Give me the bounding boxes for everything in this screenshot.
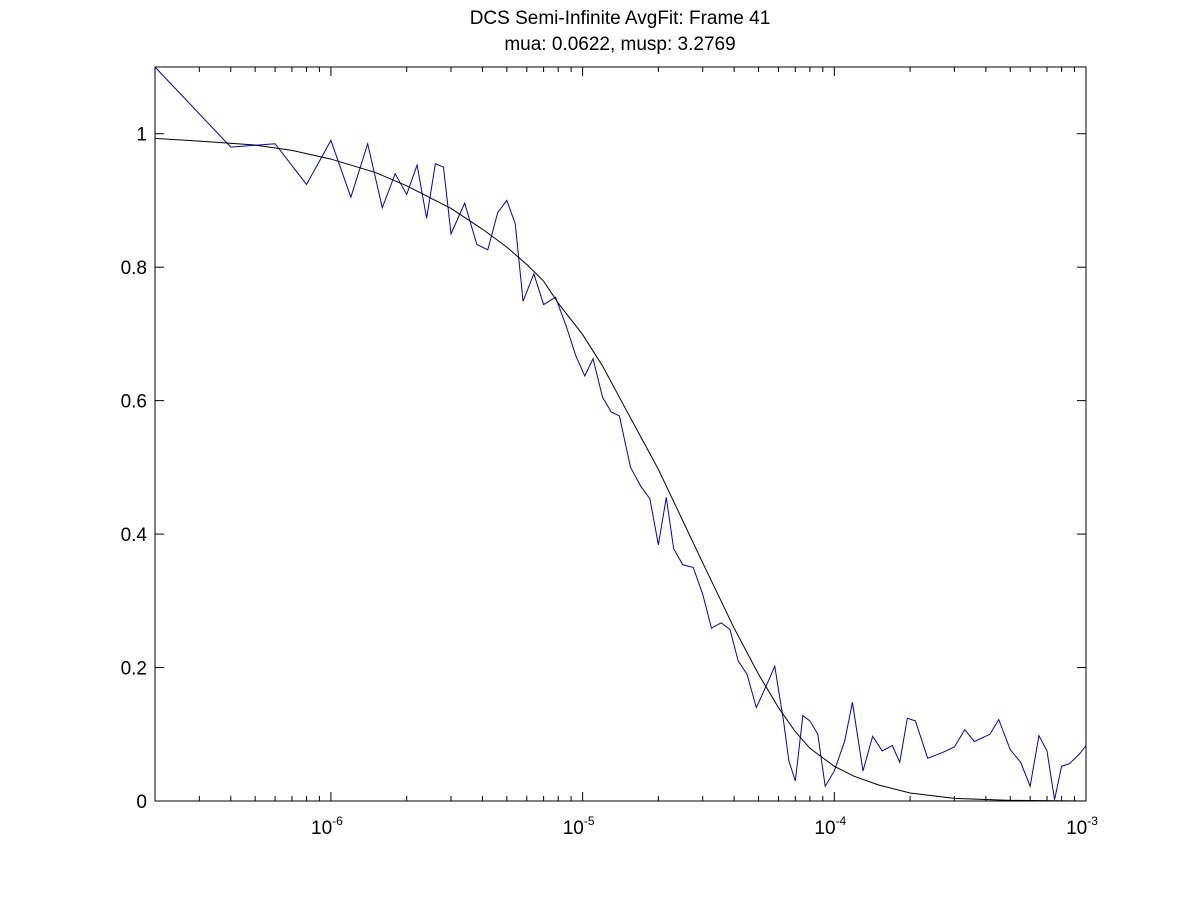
- y-tick-label: 0.2: [121, 659, 147, 680]
- x-tick-label: 10-6: [311, 814, 343, 839]
- y-tick-label: 0.4: [121, 525, 148, 546]
- axis-ticks: [155, 67, 1087, 802]
- x-tick-label-exponent: -4: [836, 814, 847, 828]
- x-tick-label: 10-3: [1066, 814, 1098, 839]
- x-tick-label-exponent: -3: [1087, 814, 1098, 828]
- y-tick-label: 0.6: [121, 392, 147, 413]
- x-tick-label-exponent: -5: [584, 814, 595, 828]
- y-tick-label: 1: [136, 125, 147, 146]
- series-line-fit: [154, 137, 1087, 802]
- plot-area-frame: [154, 66, 1087, 802]
- chart-subtitle: mua: 0.0622, musp: 3.2769: [504, 34, 735, 55]
- series-line-measured: [154, 66, 1087, 800]
- y-tick-label: 0: [136, 792, 147, 813]
- y-tick-label: 0.8: [121, 258, 147, 279]
- x-tick-label-base: 10: [1066, 818, 1087, 839]
- x-tick-label-base: 10: [311, 818, 332, 839]
- plot-lines: [154, 66, 1087, 802]
- x-tick-label: 10-4: [814, 814, 846, 839]
- x-tick-label-exponent: -6: [332, 814, 343, 828]
- x-tick-label-base: 10: [814, 818, 835, 839]
- x-tick-label-base: 10: [563, 818, 584, 839]
- x-tick-label: 10-5: [563, 814, 595, 839]
- chart-title: DCS Semi-Infinite AvgFit: Frame 41: [470, 8, 771, 29]
